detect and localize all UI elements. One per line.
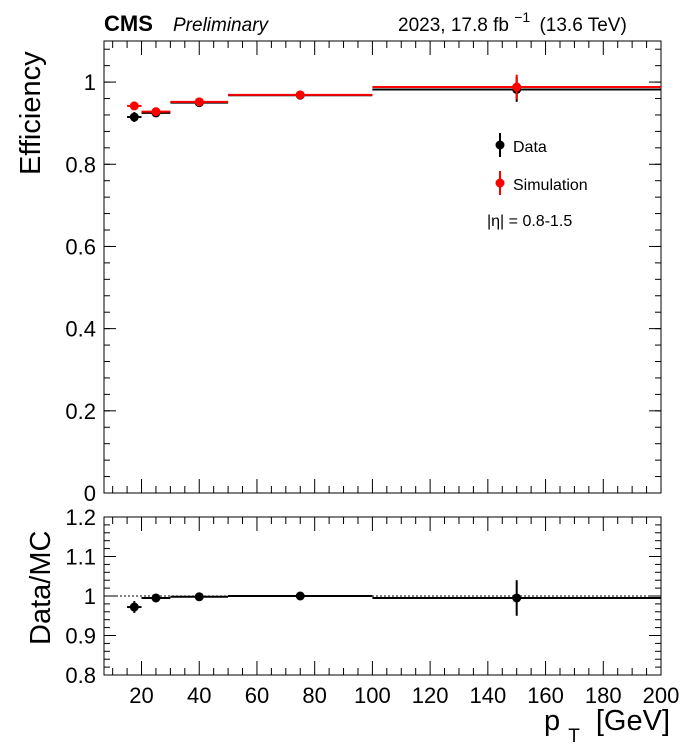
data-mc-marker: [512, 593, 522, 603]
y-tick-label: 1.2: [65, 505, 96, 530]
simulation-marker: [512, 82, 522, 92]
x-tick-label: 140: [469, 683, 506, 708]
x-tick-label: 200: [643, 683, 680, 708]
y-tick-label: 0.9: [65, 624, 96, 649]
lumi-label: 2023, 17.8 fb −1 (13.6 TeV): [398, 6, 627, 36]
x-tick-label: 100: [354, 683, 391, 708]
legend-data-dot: [495, 140, 505, 150]
lumi-suffix: (13.6 TeV): [539, 15, 626, 36]
x-axis-title-unit: [GeV]: [596, 705, 670, 737]
top-frame: [103, 40, 662, 494]
ratio-y-axis-title: Data/MC: [25, 531, 57, 645]
x-tick-label: 20: [129, 683, 153, 708]
legend-sim-label: Simulation: [513, 177, 588, 194]
y-tick-label: 1.1: [65, 545, 96, 570]
top-marks: [127, 74, 661, 122]
x-axis-title-main: p: [544, 705, 560, 737]
x-tick-label: 40: [187, 683, 211, 708]
y-tick-label: 0.8: [65, 663, 96, 688]
y-tick-label: 0.8: [65, 152, 96, 177]
data-mc-marker: [129, 602, 139, 612]
x-tick-label: 180: [585, 683, 622, 708]
y-tick-label: 0: [84, 481, 96, 506]
legend-region-label: |η| = 0.8-1.5: [487, 213, 572, 230]
simulation-marker: [129, 101, 139, 111]
legend-data-marker: [495, 133, 505, 157]
x-tick-label: 120: [412, 683, 449, 708]
y-tick-label: 1: [84, 584, 96, 609]
simulation-marker: [295, 90, 305, 100]
simulation-marker: [194, 97, 204, 107]
ratio-ticks: 0.8 0.9 1 1.1 1.2 20 40 60 80 100 120 140 160 180 200: [65, 505, 679, 708]
preliminary-label: Preliminary: [173, 15, 270, 36]
x-tick-label: 60: [245, 683, 269, 708]
top-panel: 0 0.2 0.4 0.6 0.8 1 Efficiency: [15, 40, 662, 506]
ratio-marks: [104, 580, 661, 616]
legend-sim-dot: [495, 178, 505, 188]
top-y-axis-title: Efficiency: [15, 51, 47, 175]
cms-label: CMS: [104, 11, 153, 36]
y-tick-label: 0.4: [65, 317, 96, 342]
y-tick-label: 1: [84, 70, 96, 95]
legend: Data Simulation |η| = 0.8-1.5: [487, 133, 588, 230]
lumi-exponent: −1: [514, 9, 530, 25]
y-tick-label: 0.2: [65, 399, 96, 424]
simulation-marker: [151, 107, 161, 117]
ratio-panel: 0.80.911.11.220 40 60 80 100 120 140 160 180 200 …: [25, 505, 679, 749]
data-mc-marker: [194, 592, 204, 602]
y-tick-label: 0.6: [65, 234, 96, 259]
top-ticks: 0 0.2 0.4 0.6 0.8 1: [65, 41, 662, 506]
lumi-prefix: 2023, 17.8 fb: [398, 15, 509, 36]
x-tick-label: 160: [527, 683, 564, 708]
legend-sim-marker: [495, 171, 505, 195]
data-marker: [129, 112, 139, 122]
data-mc-marker: [295, 591, 305, 601]
legend-data-label: Data: [513, 139, 547, 156]
x-axis-title-sub: T: [568, 726, 580, 747]
x-axis-title: p T [GeV]: [544, 705, 670, 749]
data-mc-marker: [151, 593, 161, 603]
x-tick-label: 80: [302, 683, 326, 708]
